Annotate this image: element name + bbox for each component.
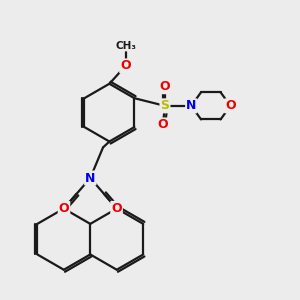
Text: O: O: [111, 202, 122, 215]
Text: O: O: [158, 118, 168, 131]
Text: N: N: [186, 99, 196, 112]
Text: O: O: [120, 59, 131, 72]
Text: N: N: [85, 172, 95, 184]
Text: O: O: [160, 80, 170, 93]
Text: O: O: [225, 99, 236, 112]
Text: S: S: [160, 99, 169, 112]
Text: O: O: [59, 202, 69, 215]
Text: CH₃: CH₃: [115, 40, 136, 50]
